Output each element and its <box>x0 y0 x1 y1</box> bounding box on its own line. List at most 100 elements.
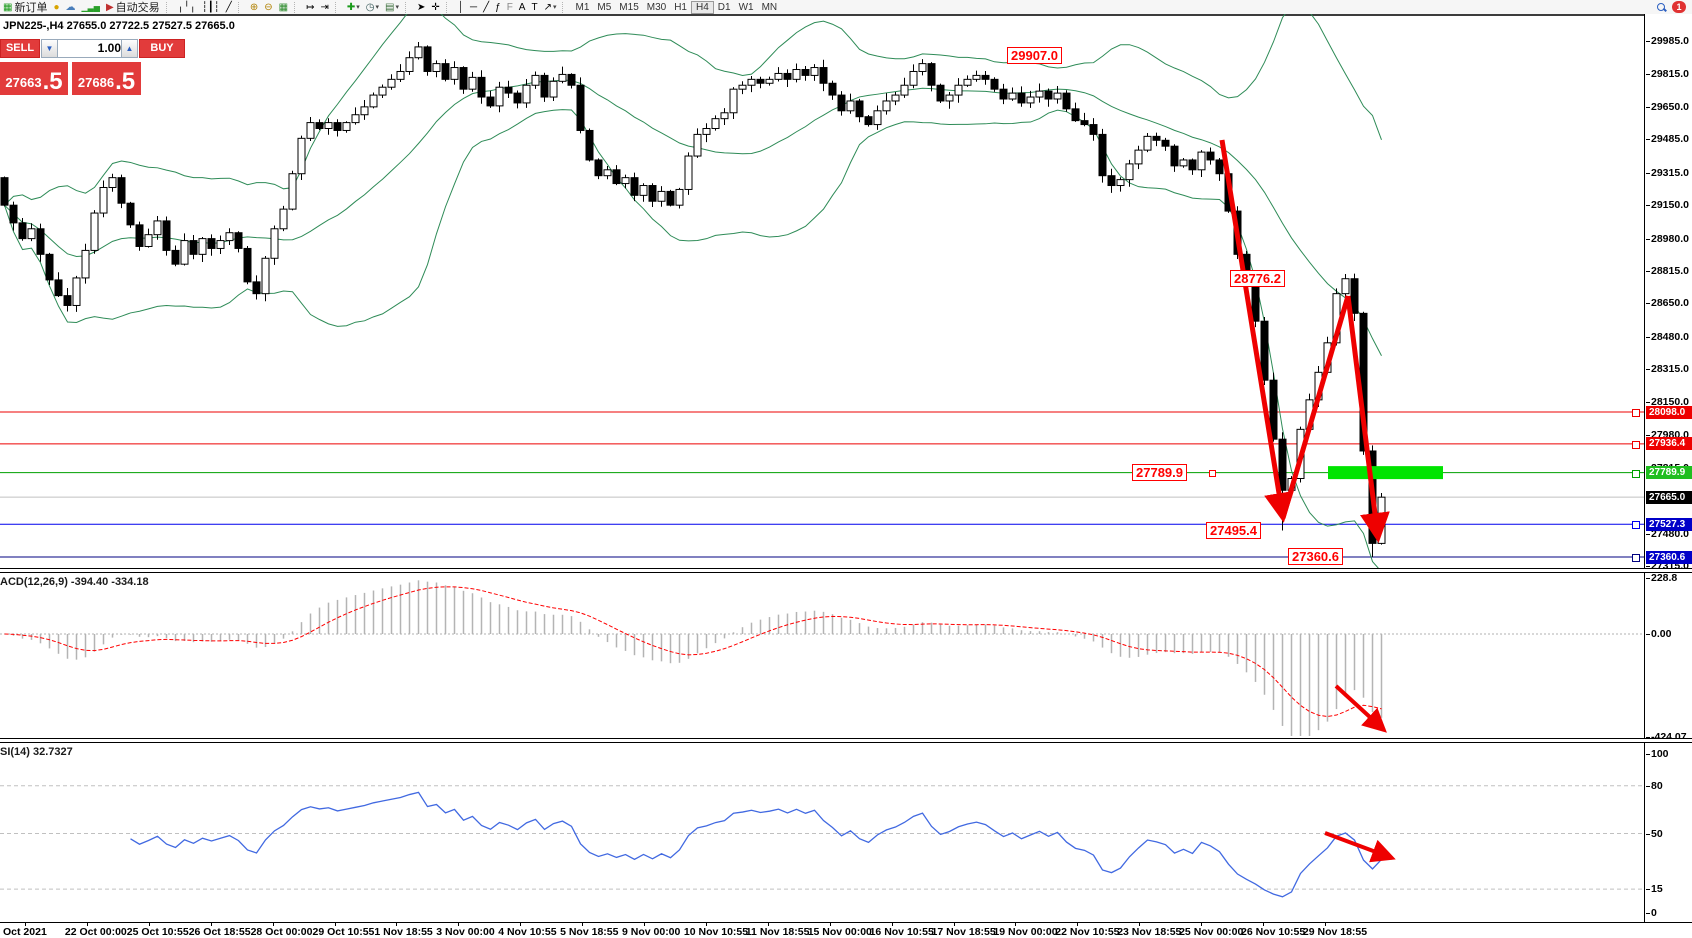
rsi-arrow-object[interactable] <box>1324 831 1396 863</box>
candle-body <box>216 240 225 249</box>
candle-body <box>495 86 504 107</box>
price-chart-pane[interactable] <box>0 14 1644 568</box>
price-tick-mark <box>1646 401 1650 403</box>
chart-title: JPN225-,H4 27655.0 27722.5 27527.5 27665… <box>3 20 235 32</box>
price-tick-label: 28650.0 <box>1651 297 1689 310</box>
candle-body <box>504 86 513 94</box>
vertical-line-button[interactable]: │ <box>455 1 467 14</box>
add-indicator-button[interactable]: ✚ ▾ <box>344 1 363 14</box>
macd-tick-mark <box>1646 737 1650 738</box>
time-tick-mark <box>1324 923 1326 926</box>
timeframe-m5[interactable]: M5 <box>597 1 612 13</box>
candle-body <box>648 185 657 202</box>
candle-body <box>945 94 954 102</box>
chart-shift-button[interactable]: ⇥ <box>317 1 331 14</box>
candle-body <box>450 67 459 80</box>
price-axis[interactable]: 29985.0 29815.0 29650.0 29485.0 29315.0 29150… <box>1644 14 1692 922</box>
new-order-button[interactable]: ▦ 新订单 <box>0 1 50 15</box>
line-drag-handle[interactable] <box>1632 440 1640 449</box>
price-annotation-box[interactable]: 28776.2 <box>1230 269 1285 287</box>
annotation-handle[interactable] <box>1209 469 1216 477</box>
macd-pane[interactable] <box>0 571 1644 738</box>
price-tick-mark <box>1646 205 1650 207</box>
shapes-button[interactable]: ↗ ▾ <box>541 1 560 14</box>
signals-button[interactable]: ▁▃▅ <box>79 1 103 14</box>
volume-decrease-button[interactable]: ▼ <box>41 39 58 58</box>
line-drag-handle[interactable] <box>1632 469 1640 478</box>
sell-button[interactable]: SELL <box>0 39 40 58</box>
ask-price[interactable]: 27686 .5 <box>72 62 141 95</box>
line-drag-handle[interactable] <box>1632 521 1640 530</box>
macd-arrow-object[interactable] <box>1334 684 1387 733</box>
search-icon[interactable] <box>1657 2 1667 12</box>
timeframe-h4[interactable]: H4 <box>691 0 714 14</box>
horizontal-line-button[interactable]: ─ <box>467 1 480 14</box>
price-annotation-box[interactable]: 27360.6 <box>1288 548 1343 566</box>
ask-main: 27686 <box>77 75 115 90</box>
line-chart-button[interactable]: ╱ <box>223 1 235 14</box>
timeframe-m15[interactable]: M15 <box>619 1 639 13</box>
periods-button[interactable]: ◷ ▾ <box>363 1 382 14</box>
pane-separator[interactable] <box>0 738 1692 743</box>
trend-arrow-object[interactable] <box>1280 295 1351 519</box>
zone-rectangle-object[interactable] <box>1328 466 1443 480</box>
text-button[interactable]: A <box>516 1 529 14</box>
rsi-pane[interactable] <box>0 741 1644 922</box>
time-tick-mark <box>210 923 212 926</box>
price-tick-mark <box>1646 139 1650 141</box>
trend-arrow-object[interactable] <box>1345 295 1390 543</box>
toolbar-separator <box>445 1 452 13</box>
candle-body <box>369 94 378 108</box>
volume-input[interactable]: 1.00 <box>57 39 125 58</box>
auto-scroll-button[interactable]: ↦ <box>303 1 317 14</box>
trendline-button[interactable]: ╱ <box>480 1 492 14</box>
timeframe-m30[interactable]: M30 <box>646 1 667 13</box>
cursor-button[interactable]: ➤ <box>414 1 428 14</box>
line-drag-handle[interactable] <box>1632 409 1640 418</box>
trend-arrow-object[interactable] <box>1219 139 1294 523</box>
timeframe-mn[interactable]: MN <box>761 1 778 13</box>
tile-windows-button[interactable]: ▦ <box>276 1 291 14</box>
notification-badge[interactable]: 1 <box>1672 1 1686 13</box>
volume-increase-button[interactable]: ▲ <box>121 39 138 58</box>
autotrading-button[interactable]: ▶ 自动交易 <box>103 1 163 15</box>
candle-body <box>315 122 324 129</box>
bid-price[interactable]: 27663 .5 <box>0 62 68 95</box>
candle-body <box>108 177 117 188</box>
zoom-in-button[interactable]: ⊕ <box>247 1 261 14</box>
price-annotation-box[interactable]: 27495.4 <box>1206 521 1261 539</box>
timeframe-h1[interactable]: H1 <box>674 1 687 13</box>
price-annotation-box[interactable]: 29907.0 <box>1007 47 1062 65</box>
candle-body <box>1062 92 1071 110</box>
candle-body <box>630 177 639 196</box>
community-button[interactable]: ☁ <box>63 1 79 14</box>
timeframe-w1[interactable]: W1 <box>738 1 754 13</box>
time-tick-mark <box>1263 923 1264 926</box>
templates-button[interactable]: ▤ ▾ <box>382 1 402 14</box>
candle-body <box>837 94 846 112</box>
timeframe-d1[interactable]: D1 <box>717 1 731 13</box>
fibonacci-fan-button[interactable]: F <box>504 1 516 14</box>
crosshair-button[interactable]: ✛ <box>428 1 442 14</box>
time-axis[interactable]: Oct 2021 22 Oct 00:00 25 Oct 10:55 26 Oct 1… <box>0 922 1692 938</box>
bar-chart-button[interactable]: ╷╵╷ <box>175 1 199 14</box>
pane-separator[interactable] <box>0 568 1692 573</box>
price-annotation-box[interactable]: 27789.9 <box>1132 463 1187 481</box>
gold-button[interactable]: ● <box>50 1 62 14</box>
buy-button[interactable]: BUY <box>139 39 185 58</box>
price-tick-mark <box>1646 172 1650 174</box>
text-label-button[interactable]: T <box>528 1 540 14</box>
timeframe-m1[interactable]: M1 <box>575 1 590 13</box>
candle-body <box>657 190 666 202</box>
price-axis-badge: 27936.4 <box>1646 437 1692 451</box>
zoom-out-button[interactable]: ⊖ <box>261 1 275 14</box>
time-tick-mark <box>644 923 645 926</box>
time-tick-label: 29 Oct 10:55 <box>312 926 375 938</box>
line-drag-handle[interactable] <box>1632 554 1640 563</box>
candle-body <box>729 88 738 114</box>
candle-chart-button[interactable]: ┆┃┆ <box>199 1 223 14</box>
candle-body <box>171 249 180 265</box>
fibonacci-button[interactable]: ƒ <box>492 1 504 14</box>
candle-body <box>693 133 702 157</box>
candle-body <box>1125 163 1134 181</box>
